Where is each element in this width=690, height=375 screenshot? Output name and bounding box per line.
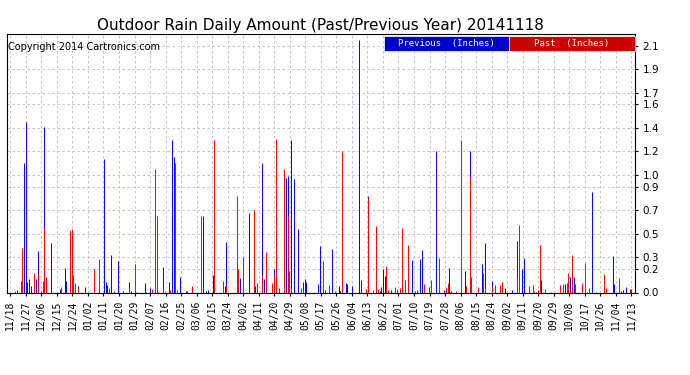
FancyBboxPatch shape <box>509 36 635 51</box>
Text: Past  (Inches): Past (Inches) <box>534 39 610 48</box>
Text: Previous  (Inches): Previous (Inches) <box>398 39 495 48</box>
Text: Copyright 2014 Cartronics.com: Copyright 2014 Cartronics.com <box>8 42 159 51</box>
FancyBboxPatch shape <box>384 36 509 51</box>
Title: Outdoor Rain Daily Amount (Past/Previous Year) 20141118: Outdoor Rain Daily Amount (Past/Previous… <box>97 18 544 33</box>
